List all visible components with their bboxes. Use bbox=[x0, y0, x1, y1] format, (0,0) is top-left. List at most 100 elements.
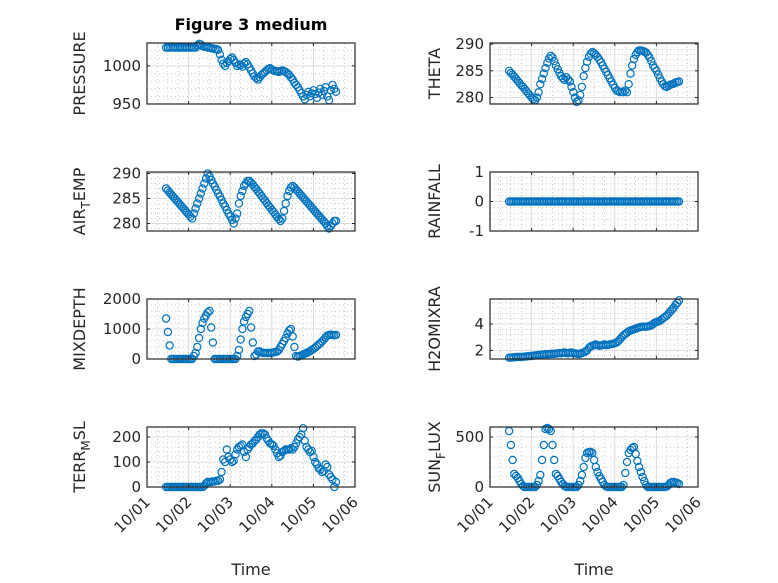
y-tick-label: 200 bbox=[112, 428, 141, 446]
data-point bbox=[548, 440, 557, 450]
data-point bbox=[331, 87, 341, 97]
data-point bbox=[536, 79, 545, 89]
data-point bbox=[215, 50, 225, 59]
data-point bbox=[285, 326, 294, 335]
data-point bbox=[645, 53, 654, 62]
data-point bbox=[288, 332, 297, 341]
data-point bbox=[245, 306, 254, 316]
y-axis-label: SUNFLUX bbox=[425, 421, 448, 493]
subplot-rainfall: -1 0 1 RAINFALL bbox=[425, 163, 699, 240]
y-tick-label: 290 bbox=[112, 165, 141, 183]
data-point bbox=[624, 79, 633, 89]
data-point bbox=[236, 191, 245, 201]
data-point bbox=[300, 436, 309, 445]
data-point bbox=[532, 93, 542, 102]
data-point bbox=[508, 455, 517, 465]
data-point bbox=[219, 59, 228, 68]
data-point bbox=[198, 318, 207, 328]
y-axis-label: RAINFALL bbox=[425, 164, 444, 239]
data-point bbox=[579, 462, 588, 472]
data-point bbox=[576, 90, 585, 100]
y-tick-label: 285 bbox=[112, 190, 141, 208]
axes-box bbox=[146, 426, 356, 488]
y-axis-label: MIXDEPTH bbox=[70, 287, 89, 370]
data-point bbox=[582, 57, 592, 66]
y-tick-label: 0 bbox=[474, 478, 484, 496]
data-point bbox=[255, 430, 264, 439]
data-point bbox=[291, 439, 301, 448]
data-point bbox=[534, 87, 543, 97]
data-point bbox=[634, 462, 644, 472]
data-point bbox=[674, 77, 684, 86]
y-tick-label: 1000 bbox=[103, 320, 141, 338]
subplot-theta: 280 285 290 THETA bbox=[425, 35, 699, 107]
data-point bbox=[246, 323, 256, 332]
data-point bbox=[622, 87, 632, 97]
data-point bbox=[579, 71, 588, 81]
y-tick-label: 100 bbox=[112, 453, 141, 471]
data-point bbox=[196, 324, 205, 334]
data-point bbox=[213, 476, 223, 485]
y-tick-label: 1000 bbox=[103, 57, 141, 75]
data-point bbox=[539, 440, 549, 450]
data-point bbox=[558, 74, 568, 83]
data-point bbox=[234, 199, 244, 208]
data-point bbox=[537, 455, 547, 465]
data-point bbox=[286, 183, 296, 192]
data-point bbox=[208, 338, 218, 347]
data-point bbox=[550, 57, 559, 66]
data-point bbox=[271, 445, 280, 454]
data-point bbox=[532, 480, 542, 490]
data-point bbox=[636, 467, 646, 477]
data-point bbox=[550, 455, 559, 465]
axes-box bbox=[146, 171, 356, 232]
data-point bbox=[567, 82, 576, 92]
data-point bbox=[283, 191, 292, 201]
data-point bbox=[586, 49, 595, 58]
data-point bbox=[647, 57, 656, 66]
data-point bbox=[326, 472, 335, 482]
axes-box bbox=[146, 42, 356, 105]
data-point bbox=[544, 424, 554, 434]
data-point bbox=[231, 450, 240, 459]
data-point bbox=[290, 342, 299, 352]
data-point bbox=[553, 64, 562, 74]
data-point bbox=[276, 216, 285, 226]
data-point bbox=[222, 445, 231, 454]
y-tick-label: 0 bbox=[131, 350, 141, 368]
data-point bbox=[317, 467, 327, 477]
data-point bbox=[161, 314, 171, 323]
data-point bbox=[288, 445, 297, 454]
data-point bbox=[191, 204, 200, 213]
data-point bbox=[213, 45, 223, 55]
y-tick-label: 0 bbox=[474, 193, 484, 211]
data-point bbox=[565, 77, 575, 86]
data-point bbox=[321, 460, 330, 469]
data-point bbox=[278, 214, 287, 223]
x-axis-label-right: Time bbox=[573, 560, 613, 579]
data-point bbox=[193, 342, 202, 352]
data-point bbox=[236, 441, 245, 450]
data-point bbox=[629, 54, 639, 64]
data-point bbox=[285, 445, 294, 454]
figure-title: Figure 3 medium bbox=[175, 15, 328, 34]
subplot-pressure: 950 1000 PRESSURE bbox=[70, 31, 356, 116]
data-point bbox=[238, 324, 247, 334]
data-point bbox=[229, 219, 238, 228]
data-point bbox=[633, 456, 642, 466]
data-point bbox=[331, 477, 341, 487]
data-point bbox=[652, 66, 661, 76]
data-point bbox=[328, 80, 337, 90]
y-axis-label: PRESSURE bbox=[70, 31, 89, 115]
data-point bbox=[537, 74, 547, 84]
data-point bbox=[323, 462, 332, 472]
y-axis-label: H2OMIXRA bbox=[425, 286, 444, 372]
data-point bbox=[196, 189, 205, 198]
data-point bbox=[238, 186, 247, 196]
data-point bbox=[626, 69, 635, 78]
data-point bbox=[205, 306, 214, 316]
data-point bbox=[311, 457, 320, 467]
data-point bbox=[576, 476, 585, 486]
data-point bbox=[621, 86, 630, 95]
